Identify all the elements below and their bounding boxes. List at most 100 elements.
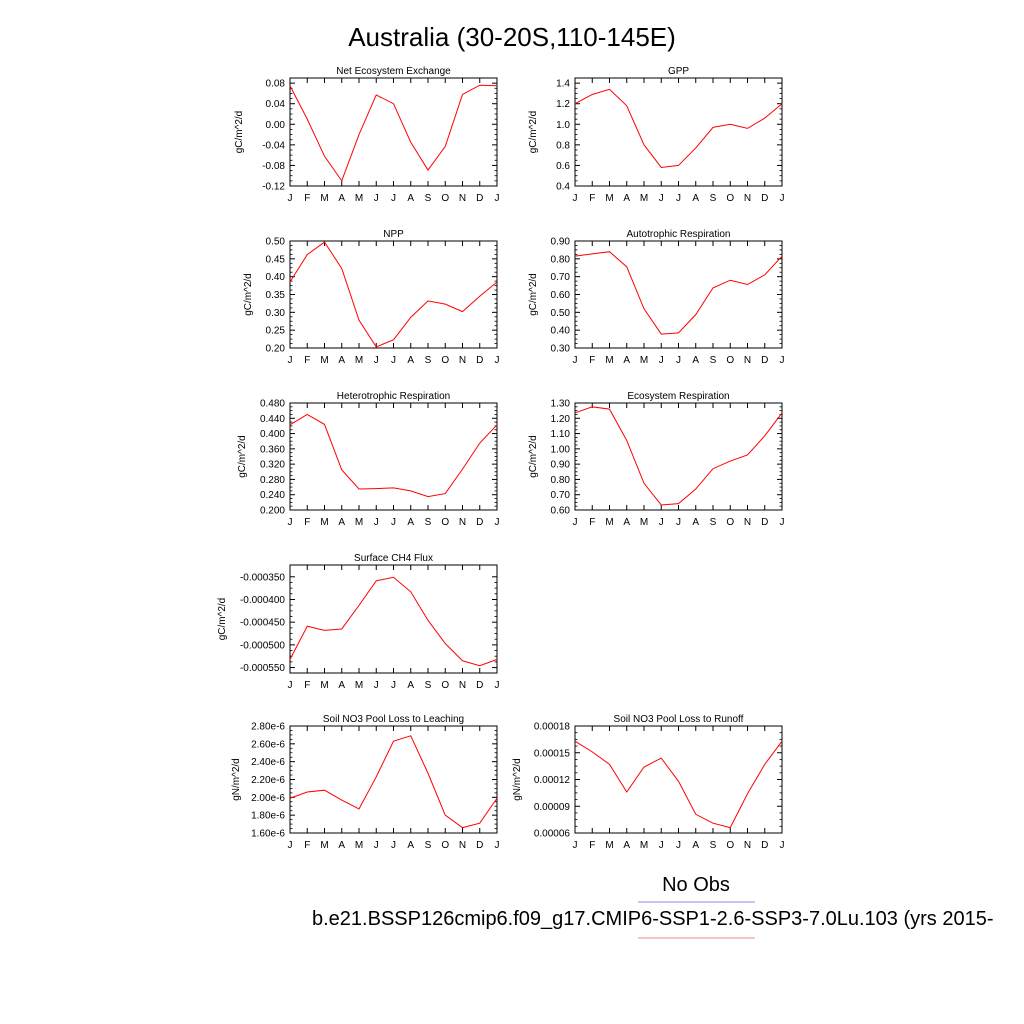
x-tick-label: J [374, 193, 379, 204]
x-tick-label: J [659, 840, 664, 851]
x-tick-label: A [692, 840, 699, 851]
y-tick-label: 0.320 [260, 460, 285, 471]
y-tick-label: 0.200 [260, 506, 285, 517]
x-tick-label: D [476, 355, 483, 366]
y-tick-label: 0.70 [551, 272, 571, 283]
x-tick-label: S [710, 840, 717, 851]
y-tick-label: 0.30 [551, 344, 571, 355]
plot-frame [574, 77, 783, 187]
panel-title: Autotrophic Respiration [627, 229, 731, 240]
x-tick-label: F [304, 193, 310, 204]
chart-panel: Soil NO3 Pool Loss to Leaching gN/m^2/d 2.… [231, 714, 500, 851]
y-axis-label: gN/m^2/d [512, 758, 523, 801]
x-tick-label: A [692, 517, 699, 528]
x-tick-label: J [780, 355, 785, 366]
y-tick-label: 0.40 [266, 272, 286, 283]
y-tick-label: -0.000550 [240, 663, 285, 674]
y-tick-label: -0.12 [262, 182, 285, 193]
x-tick-label: O [726, 355, 734, 366]
x-tick-label: J [391, 193, 396, 204]
x-tick-label: S [425, 193, 432, 204]
x-tick-label: M [320, 517, 328, 528]
x-tick-label: M [605, 355, 613, 366]
x-tick-label: A [692, 355, 699, 366]
x-tick-label: M [355, 517, 363, 528]
x-tick-label: A [338, 193, 345, 204]
x-tick-label: M [355, 193, 363, 204]
x-tick-label: F [589, 193, 595, 204]
x-tick-label: M [355, 680, 363, 691]
y-tick-label: 0.08 [266, 79, 286, 90]
y-tick-label: 0.00006 [534, 829, 571, 840]
y-tick-label: 2.20e-6 [251, 775, 285, 786]
y-tick-label: 0.40 [551, 326, 571, 337]
x-tick-label: J [374, 840, 379, 851]
chart-panel: Ecosystem Respiration gC/m^2/d 1.30 1.20 1.1… [528, 391, 785, 528]
y-tick-label: 0.480 [260, 399, 285, 410]
x-tick-label: J [676, 193, 681, 204]
x-tick-label: J [374, 517, 379, 528]
x-tick-label: M [640, 517, 648, 528]
x-tick-label: J [573, 517, 578, 528]
x-tick-label: O [726, 517, 734, 528]
x-tick-label: A [338, 517, 345, 528]
x-tick-label: J [573, 193, 578, 204]
x-tick-label: O [441, 680, 449, 691]
y-tick-label: 0.50 [266, 237, 286, 248]
y-tick-label: 0.35 [266, 290, 286, 301]
plot-frame [574, 402, 783, 511]
x-tick-label: A [407, 840, 414, 851]
y-tick-label: 0.00012 [534, 775, 571, 786]
x-tick-label: J [780, 193, 785, 204]
y-tick-label: 1.0 [556, 120, 570, 131]
plot-frame [574, 240, 783, 349]
x-tick-label: S [710, 355, 717, 366]
x-tick-label: J [288, 680, 293, 691]
x-tick-label: N [744, 355, 751, 366]
x-tick-label: J [573, 840, 578, 851]
x-tick-label: J [391, 355, 396, 366]
y-tick-label: 1.80e-6 [251, 811, 285, 822]
y-axis-label: gC/m^2/d [243, 273, 254, 316]
x-tick-label: J [288, 355, 293, 366]
x-tick-label: S [425, 517, 432, 528]
series-line [289, 735, 498, 829]
y-tick-label: 0.400 [260, 429, 285, 440]
x-tick-label: D [761, 355, 768, 366]
series-line [574, 251, 783, 335]
y-tick-label: 0.00015 [534, 748, 571, 759]
x-tick-label: O [726, 193, 734, 204]
chart-panel: Heterotrophic Respiration gC/m^2/d 0.480 0.… [237, 391, 500, 528]
series-line [289, 413, 498, 498]
x-tick-label: M [355, 355, 363, 366]
x-tick-label: N [459, 193, 466, 204]
y-tick-label: 0.360 [260, 444, 285, 455]
y-tick-label: -0.08 [262, 161, 285, 172]
x-tick-label: M [640, 193, 648, 204]
y-axis-label: gC/m^2/d [217, 598, 228, 641]
x-tick-label: J [676, 840, 681, 851]
x-tick-label: A [407, 355, 414, 366]
panel-title: Ecosystem Respiration [627, 391, 729, 402]
plot-frame [574, 725, 783, 834]
x-tick-label: J [391, 840, 396, 851]
x-tick-label: S [425, 355, 432, 366]
y-axis-label: gC/m^2/d [528, 435, 539, 478]
chart-panel: Autotrophic Respiration gC/m^2/d 0.90 0.80 0… [528, 229, 785, 366]
x-tick-label: O [441, 517, 449, 528]
x-tick-label: J [780, 517, 785, 528]
y-tick-label: 0.00009 [534, 802, 571, 813]
x-tick-label: O [441, 193, 449, 204]
y-tick-label: 0.70 [551, 490, 571, 501]
x-tick-label: D [476, 840, 483, 851]
y-tick-label: 2.80e-6 [251, 722, 285, 733]
y-tick-label: -0.000400 [240, 595, 285, 606]
y-tick-label: -0.04 [262, 140, 285, 151]
figure-title: Australia (30-20S,110-145E) [348, 22, 676, 52]
x-tick-label: J [495, 840, 500, 851]
y-tick-label: 2.00e-6 [251, 793, 285, 804]
y-tick-label: 0.8 [556, 140, 570, 151]
x-tick-label: A [407, 680, 414, 691]
